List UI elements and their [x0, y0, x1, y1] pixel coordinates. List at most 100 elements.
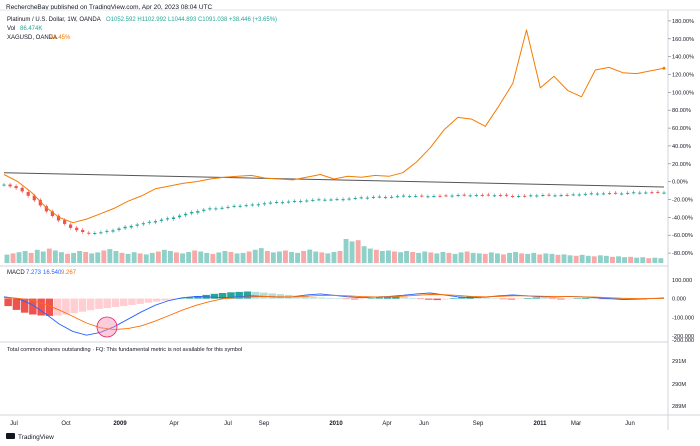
macd-histogram-bar — [334, 298, 342, 299]
volume-bar — [120, 253, 125, 263]
volume-bar — [658, 258, 663, 263]
volume-bar — [350, 241, 355, 263]
volume-bar — [277, 252, 282, 264]
macd-histogram-bar — [376, 298, 384, 299]
volume-bar — [229, 252, 234, 263]
time-axis-label: 2009 — [113, 421, 127, 427]
macd-histogram-bar — [87, 299, 95, 311]
candle-body — [402, 196, 405, 197]
volume-bar — [652, 258, 657, 263]
macd-histogram-bar — [260, 293, 268, 299]
macd-histogram-bar — [582, 298, 590, 299]
candle-body — [620, 194, 623, 195]
tradingview-brand: TradingView — [18, 434, 54, 441]
candle-body — [148, 222, 151, 223]
macd-histogram-bar — [549, 299, 557, 300]
volume-bar — [344, 239, 349, 263]
macd-histogram-bar — [425, 299, 433, 300]
volume-bar — [53, 251, 58, 264]
macd-histogram-bar — [409, 298, 417, 299]
volume-bar — [422, 252, 427, 264]
volume-bar — [186, 252, 191, 263]
candle-body — [475, 195, 478, 196]
volume-bar — [392, 252, 397, 264]
volume-bar — [501, 254, 506, 263]
macd-histogram-bar — [211, 294, 219, 299]
volume-bar — [319, 252, 324, 263]
fundamental-axis-label: 291M — [672, 359, 686, 365]
candle-body — [335, 199, 338, 200]
candle-body — [178, 216, 181, 218]
time-axis-label: Apr — [169, 421, 178, 427]
volume-bar — [398, 252, 403, 263]
candle-body — [360, 197, 363, 198]
candle-body — [111, 230, 114, 231]
volume-bar — [295, 253, 300, 263]
candle-body — [553, 195, 556, 196]
candle-body — [487, 195, 490, 196]
volume-bar — [35, 250, 40, 263]
macd-histogram-bar — [351, 299, 359, 300]
main-price-axis: 180.00%160.00%140.00%120.00%100.00%80.00… — [668, 19, 694, 257]
candle-body — [323, 200, 326, 201]
candle-body — [348, 199, 351, 200]
main-axis-label: 140.00% — [672, 55, 694, 61]
candle-body — [481, 195, 484, 196]
candle-body — [251, 205, 254, 206]
candle-body — [105, 231, 108, 232]
candle-body — [578, 195, 581, 196]
silver-last-point — [663, 67, 666, 70]
candle-body — [299, 201, 302, 202]
volume-bar — [362, 246, 367, 263]
main-axis-label: -60.00% — [672, 233, 693, 239]
candle-body — [160, 220, 163, 221]
candle-body — [263, 203, 266, 204]
volume-bar — [247, 252, 252, 264]
macd-histogram-bar — [310, 297, 318, 299]
price-candles — [2, 183, 665, 236]
volume-bar — [216, 252, 221, 263]
candle-body — [438, 196, 441, 197]
volume-bar — [144, 254, 149, 263]
time-axis-label: Apr — [382, 421, 391, 427]
volume-bar — [471, 253, 476, 263]
candle-body — [372, 197, 375, 198]
candle-body — [269, 203, 272, 204]
candle-body — [99, 232, 102, 233]
volume-bar — [210, 254, 215, 263]
trendline — [4, 173, 664, 187]
time-axis-label: Sep — [259, 421, 270, 427]
volume-bar — [65, 254, 70, 263]
main-axis-label: -80.00% — [672, 251, 693, 257]
candle-body — [535, 196, 538, 197]
macd-histogram-bar — [557, 299, 565, 300]
volume-bar — [5, 255, 10, 263]
fundamental-axis: 291M290M289M — [672, 359, 686, 410]
volume-bar — [156, 252, 161, 264]
candle-body — [505, 195, 508, 196]
candle-body — [517, 196, 520, 197]
macd-histogram-bar — [79, 299, 87, 312]
candle-body — [584, 194, 587, 195]
legend-compare-value: 41.45% — [50, 35, 71, 41]
candle-body — [136, 225, 139, 226]
macd-histogram-bar — [499, 299, 507, 300]
volume-bar — [83, 252, 88, 263]
volume-bar — [380, 251, 385, 263]
main-axis-label: -20.00% — [672, 198, 693, 204]
candle-body — [214, 208, 217, 209]
candle-body — [614, 193, 617, 194]
volume-bar — [628, 257, 633, 263]
candle-body — [281, 202, 284, 203]
candle-body — [27, 192, 30, 196]
macd-histogram-bar — [491, 298, 499, 299]
candle-body — [233, 206, 236, 207]
candle-body — [342, 199, 345, 200]
macd-histogram-bar — [508, 299, 515, 300]
legend-vol-label: Vol — [7, 26, 15, 32]
volume-bar — [71, 253, 76, 263]
volume-bar — [29, 253, 34, 263]
volume-bar — [562, 254, 567, 263]
candle-body — [166, 218, 169, 219]
macd-histogram-bar — [359, 299, 367, 300]
